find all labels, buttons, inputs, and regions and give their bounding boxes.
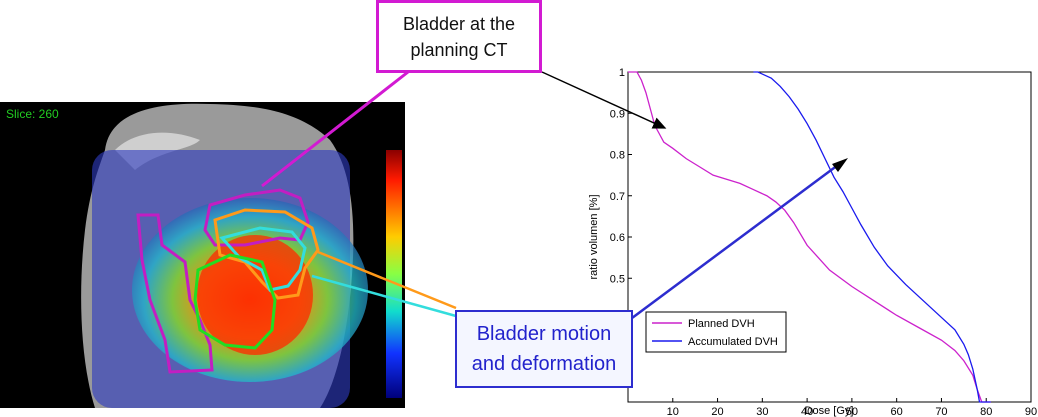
series-layer [628,71,991,403]
callout-bladder-motion-text: Bladder motion and deformation [471,323,617,375]
legend-label-accumulated: Accumulated DVH [688,336,778,348]
x-tick-label: 20 [711,406,723,417]
slice-label: Slice: 260 [6,107,59,121]
series-line-planned-dvh [628,71,991,403]
callout-planning-ct: Bladder at the planning CT [376,0,542,73]
y-tick-label: 1 [619,67,625,79]
y-tick-label: 0.7 [610,191,625,203]
legend-box [645,311,787,353]
contour-magenta-rectum [136,213,214,374]
arrow-accumulated-dvh [631,160,843,320]
x-tick-label: 50 [846,406,858,417]
connector-magenta-to-ct [261,70,409,188]
connector-orange [317,250,457,310]
contour-cyan [219,226,307,292]
legend-label-planned: Planned DVH [688,318,755,330]
series-line-accumulated-dvh [753,71,991,403]
colorbar-tick-4: -0.0 [406,390,429,405]
y-tick-label: 0.9 [610,108,625,120]
x-tick-label: 10 [667,406,679,417]
y-tick-label: 0.5 [610,273,625,285]
x-tick-label: 30 [756,406,768,417]
callout-planning-ct-text: Bladder at the planning CT [402,13,516,60]
x-tick-label: 60 [891,406,903,417]
x-tick-label: 80 [980,406,992,417]
x-tick-label: 70 [935,406,947,417]
y-tick-label: 0.8 [610,150,625,162]
connector-cyan [311,274,457,318]
dose-core [197,235,313,355]
arrow-planned-dvh [541,71,667,129]
contour-green [193,253,277,350]
colorbar-tick-1: 63.2 [406,208,432,223]
y-axis-label: ratio volumen [%] [588,195,600,280]
ct-dose-image: Slice: 260 84.3 63.2 42.2 21.1 -0.0 [0,102,432,408]
x-axis-ticks: 10 20 30 40 50 60 70 80 90 [667,398,1037,417]
dose-colorbar [386,150,402,398]
callout-bladder-motion: Bladder motion and deformation [455,310,633,388]
x-tick-label: 40 [801,406,813,417]
x-tick-label: 90 [1025,406,1037,417]
x-axis-label: Dose [Gy] [805,405,854,417]
colorbar-tick-0: 84.3 [406,148,432,163]
arrow-head-accumulated [832,158,848,172]
colorbar-tick-3: 21.1 [405,328,431,343]
y-tick-label: 0.6 [610,232,625,244]
contour-orange [213,208,320,300]
colorbar-tick-2: 42.2 [406,268,432,283]
